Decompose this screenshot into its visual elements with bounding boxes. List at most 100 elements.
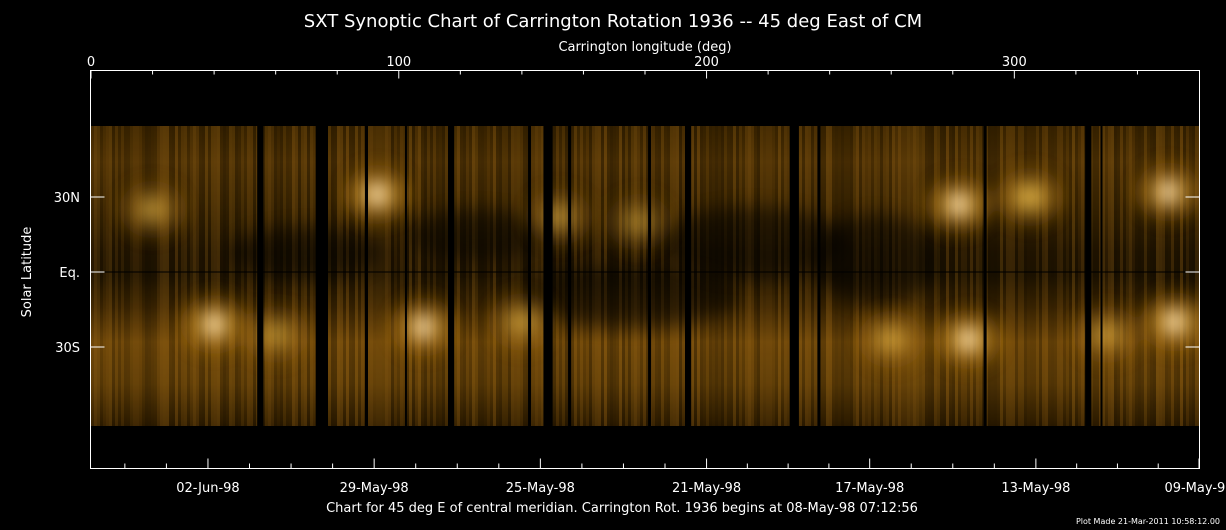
data-gap — [315, 126, 328, 426]
map-streak — [1051, 126, 1054, 426]
chart-title: SXT Synoptic Chart of Carrington Rotatio… — [304, 11, 922, 32]
data-gap — [1100, 126, 1103, 426]
map-streak — [421, 126, 424, 426]
map-streak — [1090, 126, 1093, 426]
map-streak — [433, 126, 436, 426]
bright-region-core — [505, 311, 538, 333]
map-streak — [1063, 126, 1066, 426]
map-streak — [247, 126, 250, 426]
map-streak — [190, 126, 193, 426]
map-streak — [136, 126, 139, 426]
map-streak — [802, 126, 805, 426]
map-streak — [535, 126, 538, 426]
map-streak — [118, 126, 121, 426]
map-streak — [154, 126, 157, 426]
map-streak — [994, 126, 997, 426]
map-streak — [1060, 126, 1063, 426]
map-streak — [430, 126, 433, 426]
map-streak — [283, 126, 286, 426]
map-streak — [163, 126, 166, 426]
map-streak — [268, 126, 271, 426]
map-streak — [454, 126, 457, 426]
map-streak — [1105, 126, 1108, 426]
map-streak — [1000, 126, 1003, 426]
top-tick-label: 300 — [1002, 55, 1027, 70]
map-streak — [361, 126, 364, 426]
map-streak — [1147, 126, 1150, 426]
map-streak — [727, 126, 730, 426]
map-streak — [397, 126, 400, 426]
map-streak — [811, 126, 814, 426]
map-streak — [493, 126, 496, 426]
map-streak — [1150, 126, 1153, 426]
map-streak — [418, 126, 421, 426]
map-streak — [169, 126, 172, 426]
map-streak — [961, 126, 964, 426]
map-streak — [472, 126, 475, 426]
map-streak — [124, 126, 127, 426]
map-streak — [253, 126, 256, 426]
map-streak — [328, 126, 331, 426]
map-streak — [958, 126, 961, 426]
map-streak — [352, 126, 355, 426]
top-tick-label: 100 — [386, 55, 411, 70]
map-streak — [1096, 126, 1099, 426]
map-streak — [1030, 126, 1033, 426]
map-streak — [1117, 126, 1120, 426]
map-streak — [706, 126, 709, 426]
map-streak — [1039, 126, 1042, 426]
map-streak — [1081, 126, 1084, 426]
map-streak — [232, 126, 235, 426]
map-streak — [502, 126, 505, 426]
map-streak — [388, 126, 391, 426]
map-streak — [142, 126, 145, 426]
top-axis-label: Carrington longitude (deg) — [558, 40, 731, 55]
map-streak — [979, 126, 982, 426]
left-axis-label: Solar Latitude — [20, 227, 35, 318]
map-streak — [1114, 126, 1117, 426]
map-streak — [1015, 126, 1018, 426]
map-streak — [1174, 126, 1177, 426]
map-streak — [1144, 126, 1147, 426]
map-streak — [1033, 126, 1036, 426]
map-streak — [442, 126, 445, 426]
map-streak — [466, 126, 469, 426]
data-gap — [817, 126, 821, 426]
map-streak — [808, 126, 811, 426]
map-streak — [241, 126, 244, 426]
map-streak — [1132, 126, 1135, 426]
map-streak — [778, 126, 781, 426]
map-streak — [940, 126, 943, 426]
dark-region — [521, 267, 739, 327]
map-streak — [355, 126, 358, 426]
map-streak — [724, 126, 727, 426]
map-streak — [1195, 126, 1198, 426]
map-streak — [1192, 126, 1195, 426]
data-gap — [983, 126, 987, 426]
map-streak — [943, 126, 946, 426]
map-streak — [277, 126, 280, 426]
map-streak — [400, 126, 403, 426]
map-streak — [1078, 126, 1081, 426]
map-streak — [211, 126, 214, 426]
map-streak — [1099, 126, 1102, 426]
data-gaps — [257, 126, 1103, 426]
map-streak — [1156, 126, 1159, 426]
map-streak — [976, 126, 979, 426]
bright-region-core — [259, 323, 292, 346]
left-tick-label: 30S — [55, 341, 80, 356]
dark-region — [407, 209, 544, 260]
map-streak — [964, 126, 967, 426]
bright-region-peak — [1162, 188, 1175, 196]
map-streak — [214, 126, 217, 426]
bright-region-core — [1013, 186, 1046, 208]
bright-region-core — [875, 328, 908, 351]
map-streak — [385, 126, 388, 426]
map-streak — [1003, 126, 1006, 426]
map-streak — [349, 126, 352, 426]
map-streak — [538, 126, 541, 426]
map-streak — [94, 126, 97, 426]
map-streak — [1075, 126, 1078, 426]
bright-region-core — [1090, 323, 1123, 346]
